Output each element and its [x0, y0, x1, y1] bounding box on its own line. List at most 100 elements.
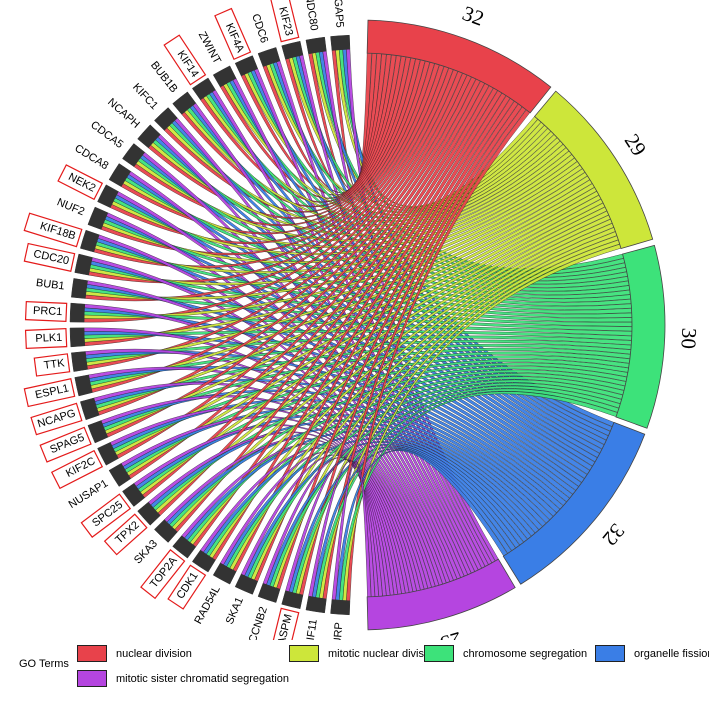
gene-block — [137, 501, 161, 526]
gene-label-group: BUB1B — [148, 59, 180, 95]
legend-item-mitotic-sister-chromatid-segregation: mitotic sister chromatid segregation — [77, 670, 289, 687]
gene-block — [154, 519, 178, 543]
term-arc — [502, 421, 646, 585]
gene-block — [212, 65, 237, 88]
gene-label-group: NCAPG — [30, 402, 83, 436]
gene-label: CCNB2 — [247, 605, 270, 640]
gene-label: KIF18B — [39, 220, 78, 242]
gene-label-group: SKA1 — [224, 596, 246, 627]
gene-label-group: RAD54L — [192, 584, 222, 626]
gene-highlight-box — [50, 449, 104, 490]
gene-block — [154, 107, 178, 131]
legend-swatch — [77, 670, 107, 687]
gene-block — [108, 163, 132, 187]
gene-block — [172, 535, 197, 559]
gene-label-group: CCNB2 — [247, 605, 270, 640]
term-count-label: 25 — [438, 627, 465, 640]
term-count-label: 32 — [598, 519, 630, 550]
gene-label-group: CDCA8 — [72, 142, 110, 172]
gene-label: CDC6 — [249, 12, 270, 44]
gene-block — [71, 351, 88, 372]
gene-block — [69, 327, 86, 348]
gene-label: KIFC1 — [130, 81, 160, 112]
gene-label-group: CDC6 — [249, 12, 270, 44]
gene-label: NCAPG — [36, 407, 77, 430]
gene-label-group: SKA3 — [132, 538, 160, 567]
gene-label: KIF4A — [223, 22, 247, 55]
legend-label: organelle fission — [634, 647, 709, 660]
gene-block — [305, 36, 327, 55]
gene-block — [257, 47, 281, 67]
gene-block — [234, 573, 259, 595]
gene-block — [234, 55, 259, 77]
gene-label: RAD54L — [192, 584, 222, 626]
gene-label: SPAG5 — [48, 432, 86, 457]
gene-block — [97, 442, 119, 466]
gene-label-group: ZWINT — [196, 30, 223, 67]
gene-label-group: KIFC1 — [130, 81, 160, 112]
gene-label-group: CDC20 — [23, 242, 76, 272]
gene-block — [74, 253, 93, 276]
gene-label-group: KIF11 — [304, 618, 320, 640]
legend: GO Terms nuclear division mitotic nuclea… — [0, 640, 709, 714]
gene-block — [330, 599, 351, 616]
gene-highlight-box — [24, 301, 68, 322]
legend-item-organelle-fission: organelle fission — [595, 645, 709, 662]
gene-block — [137, 124, 161, 149]
legend-swatch — [595, 645, 625, 662]
legend-title: GO Terms — [19, 658, 69, 670]
gene-label-group: KIF23 — [269, 0, 300, 43]
legend-swatch — [289, 645, 319, 662]
legend-label: chromosome segregation — [463, 647, 588, 660]
legend-item-mitotic-nuclear-division: mitotic nuclear division — [289, 645, 439, 662]
gene-highlight-box — [269, 0, 300, 43]
ribbon-layer — [83, 48, 633, 602]
gene-block — [97, 184, 119, 208]
gene-block — [330, 34, 351, 51]
gene-block — [172, 91, 197, 115]
gene-label-group: HJURP — [331, 622, 346, 640]
gene-highlight-box — [57, 164, 104, 201]
gene-block — [191, 77, 216, 101]
gene-label-group: CDK1 — [167, 564, 207, 610]
gene-label-group: BUB1 — [35, 277, 65, 293]
gene-label: DLGAP5 — [331, 0, 346, 28]
gene-label: PRC1 — [33, 305, 63, 318]
gene-label-group: ASPM — [270, 607, 300, 640]
gene-label: TPX2 — [113, 519, 142, 546]
gene-highlight-box — [140, 549, 186, 600]
legend-label: mitotic sister chromatid segregation — [116, 672, 290, 685]
gene-block — [74, 374, 93, 397]
gene-highlight-box — [39, 426, 92, 463]
gene-label: NUF2 — [55, 196, 86, 218]
gene-label: HJURP — [331, 622, 346, 640]
gene-label-group: NDC80 — [303, 0, 320, 32]
gene-label-group: PLK1 — [24, 328, 68, 349]
gene-label-group: NEK2 — [57, 164, 104, 201]
gene-label-group: CDCA5 — [88, 119, 125, 151]
gene-label-group: KIF18B — [23, 212, 83, 248]
gene-label: BUB1 — [35, 277, 65, 293]
gene-highlight-box — [270, 607, 300, 640]
gene-label: SKA1 — [224, 596, 246, 627]
term-arc-layer — [366, 19, 666, 631]
gene-block — [257, 583, 281, 603]
gene-block — [122, 482, 146, 507]
gene-block — [87, 420, 109, 444]
gene-block-layer — [69, 34, 351, 616]
gene-highlight-box — [23, 212, 83, 248]
gene-block — [281, 40, 304, 60]
legend-item-chromosome-segregation: chromosome segregation — [424, 645, 587, 662]
gene-block — [212, 562, 237, 585]
gene-label-group: NCAPH — [105, 96, 142, 131]
gene-highlight-box — [214, 7, 252, 61]
gene-label: BUB1B — [148, 59, 180, 95]
gene-label-group: ESPL1 — [23, 378, 76, 408]
gene-label-group: DLGAP5 — [331, 0, 346, 28]
gene-label: PLK1 — [35, 332, 62, 345]
gene-highlight-box — [24, 328, 68, 349]
gene-block — [281, 590, 304, 610]
gene-label: ZWINT — [196, 30, 223, 67]
term-arc — [366, 19, 552, 114]
legend-label: mitotic nuclear division — [328, 647, 439, 660]
